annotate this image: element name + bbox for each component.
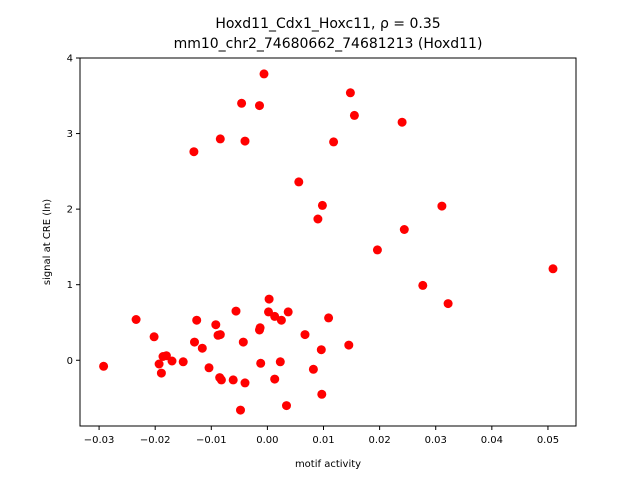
x-tick-label: 0.01 bbox=[312, 435, 334, 446]
data-point bbox=[216, 375, 226, 385]
chart-title-line2: mm10_chr2_74680662_74681213 (Hoxd11) bbox=[174, 36, 483, 52]
data-point bbox=[161, 351, 171, 361]
x-axis-label: motif activity bbox=[295, 459, 361, 470]
data-point bbox=[317, 389, 327, 399]
data-point bbox=[237, 98, 247, 108]
data-point bbox=[259, 69, 269, 79]
y-tick-label: 2 bbox=[67, 205, 73, 216]
data-point bbox=[399, 225, 409, 234]
data-point bbox=[349, 110, 359, 120]
y-tick-label: 0 bbox=[67, 356, 73, 367]
data-point bbox=[154, 359, 164, 369]
data-point bbox=[131, 315, 141, 324]
y-axis-label: signal at CRE (ln) bbox=[42, 199, 53, 285]
data-point bbox=[283, 307, 293, 317]
data-point bbox=[276, 315, 286, 325]
data-point bbox=[204, 363, 214, 373]
data-point bbox=[270, 374, 280, 384]
x-tick-label: −0.01 bbox=[196, 435, 227, 446]
x-axis: −0.03 −0.02 −0.01 0.00 0.01 0.02 0.03 0.04 0.05 bbox=[84, 426, 559, 446]
y-axis: 0 1 2 3 4 bbox=[67, 54, 80, 367]
data-point bbox=[275, 357, 285, 367]
data-point bbox=[313, 214, 323, 224]
data-point bbox=[264, 294, 274, 304]
data-point bbox=[240, 136, 250, 146]
y-tick-label: 3 bbox=[67, 129, 73, 140]
data-point bbox=[345, 88, 355, 98]
data-point bbox=[238, 337, 248, 347]
data-point bbox=[418, 280, 428, 290]
x-tick-label: 0.04 bbox=[481, 435, 503, 446]
data-point bbox=[178, 357, 188, 367]
data-point bbox=[270, 311, 280, 321]
data-point bbox=[197, 343, 207, 353]
axes-frame bbox=[79, 57, 577, 427]
chart-title-line1: Hoxd11_Cdx1_Hoxc11, ρ = 0.35 bbox=[215, 16, 440, 32]
data-point bbox=[264, 307, 273, 317]
plot-area bbox=[99, 69, 558, 415]
y-tick-label: 1 bbox=[67, 280, 73, 291]
x-tick-label: 0.00 bbox=[256, 435, 278, 446]
data-point bbox=[344, 340, 354, 350]
x-tick-label: −0.02 bbox=[140, 435, 171, 446]
data-point bbox=[324, 313, 334, 323]
data-point bbox=[308, 364, 318, 374]
data-point bbox=[190, 337, 199, 347]
data-point bbox=[316, 345, 326, 355]
y-tick-label: 4 bbox=[67, 54, 73, 65]
data-point bbox=[231, 306, 241, 316]
data-point bbox=[255, 101, 264, 111]
data-point bbox=[99, 361, 109, 371]
x-tick-label: 0.05 bbox=[537, 435, 559, 446]
data-point bbox=[189, 147, 199, 157]
data-point bbox=[215, 134, 225, 144]
data-point bbox=[211, 320, 221, 330]
x-tick-label: 0.02 bbox=[368, 435, 390, 446]
data-point bbox=[167, 356, 177, 366]
data-point bbox=[149, 332, 159, 342]
data-point bbox=[255, 323, 265, 333]
data-point bbox=[294, 177, 304, 187]
data-point bbox=[228, 375, 238, 385]
data-point bbox=[240, 378, 250, 388]
data-point bbox=[397, 117, 407, 127]
data-point bbox=[372, 245, 382, 255]
data-point bbox=[443, 299, 453, 309]
data-point bbox=[300, 330, 310, 340]
data-point bbox=[256, 358, 266, 368]
data-point bbox=[156, 368, 166, 378]
data-point bbox=[236, 405, 245, 415]
data-point bbox=[437, 201, 447, 211]
x-tick-label: 0.03 bbox=[425, 435, 447, 446]
data-point bbox=[215, 330, 225, 340]
data-point bbox=[192, 315, 202, 325]
x-tick-label: −0.03 bbox=[84, 435, 115, 446]
data-point bbox=[282, 401, 291, 411]
data-point bbox=[317, 200, 327, 210]
data-point bbox=[548, 264, 558, 274]
data-point bbox=[329, 137, 339, 147]
